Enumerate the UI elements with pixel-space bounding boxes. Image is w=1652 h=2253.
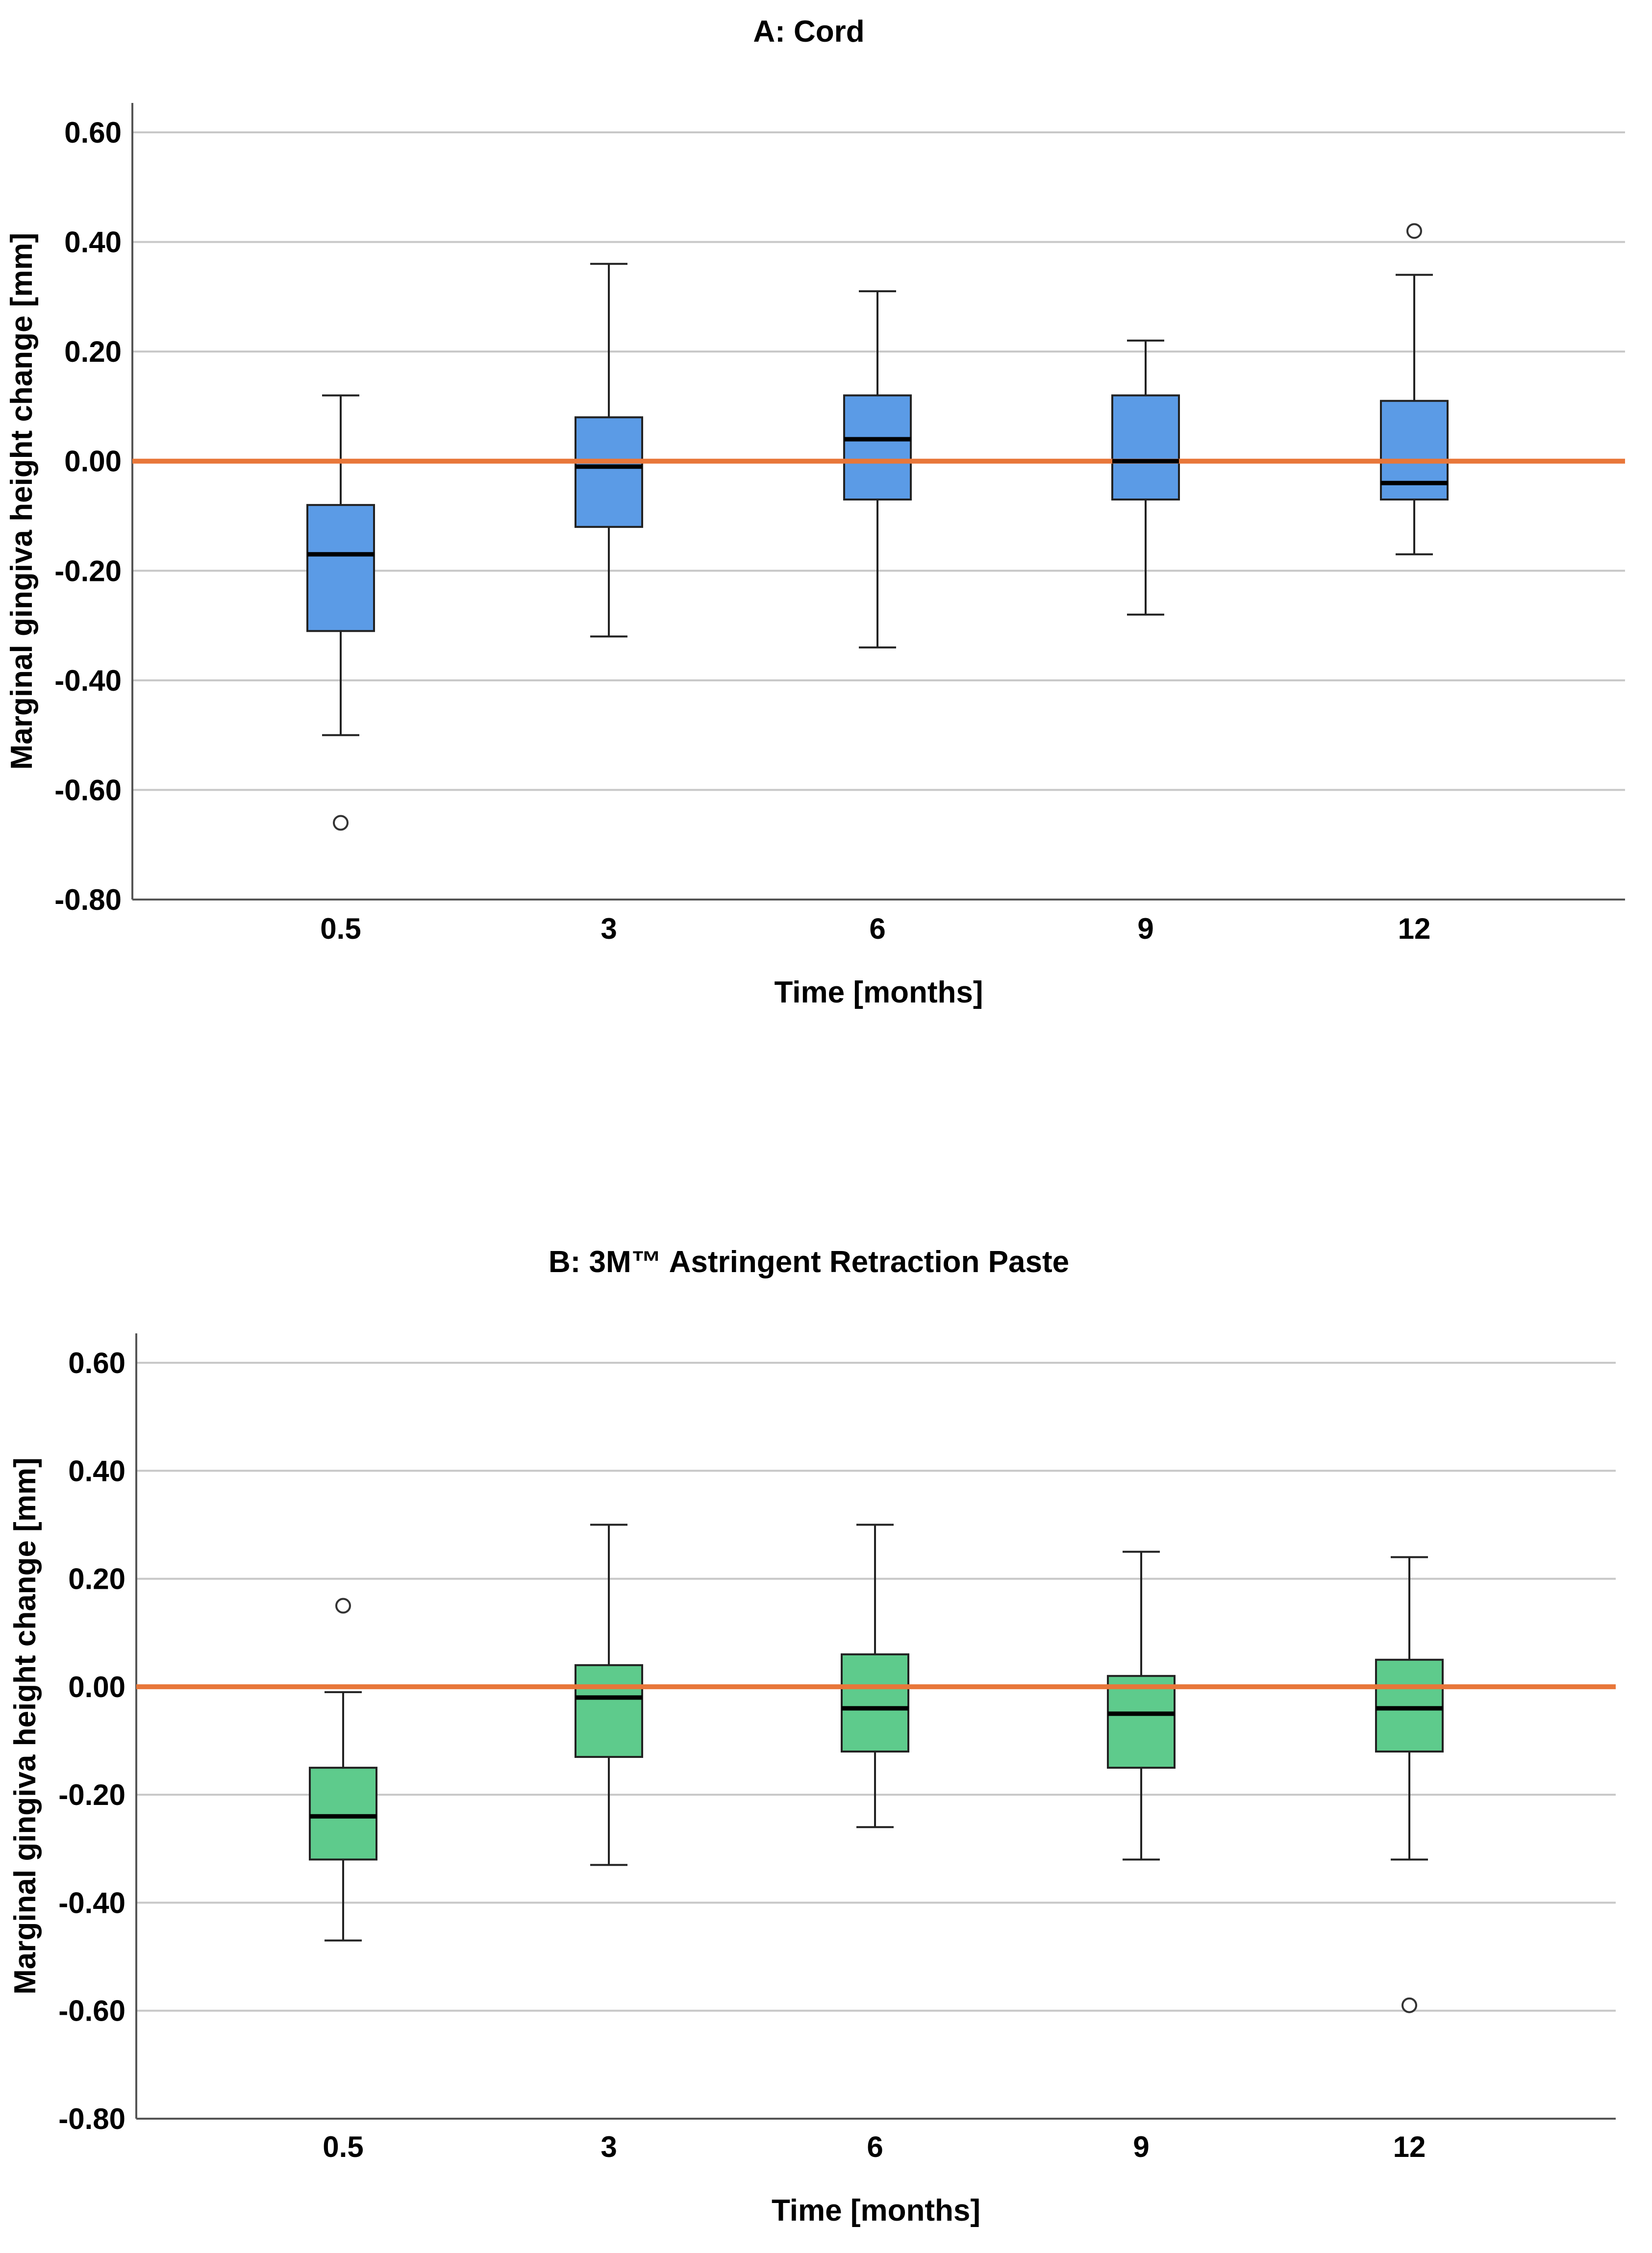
box-9: [1111, 339, 1180, 616]
y-tick-label: 0.60: [64, 116, 122, 149]
y-tick-label: -0.40: [58, 1886, 125, 1919]
iqr-box: [575, 416, 643, 528]
box-3: [575, 263, 643, 638]
x-tick-label: 9: [1133, 2130, 1149, 2163]
y-tick-label: 0.20: [68, 1563, 125, 1596]
iqr-box: [841, 1653, 909, 1753]
iqr-box: [1107, 1675, 1176, 1769]
x-tick-label: 0.5: [323, 2130, 363, 2163]
x-axis-label: Time [months]: [775, 976, 983, 1009]
x-tick-label: 0.5: [320, 912, 361, 945]
y-tick-label: -0.40: [54, 664, 122, 697]
chart-a-cord: A: Cord 0.60 0.40 0.20 0.00 -0.20 -0.40 -0.60 -0…: [5, 15, 1625, 1009]
y-tick-label: 0.20: [64, 335, 122, 368]
x-tick-label: 6: [869, 912, 885, 945]
iqr-box: [1111, 394, 1180, 501]
x-tick-label: 12: [1393, 2130, 1426, 2163]
y-tick-label: -0.80: [54, 883, 122, 916]
box-0_5: [306, 394, 375, 831]
y-tick-label: 0.00: [68, 1671, 125, 1703]
outlier-point: [333, 815, 349, 831]
y-tick-label: -0.60: [58, 1995, 125, 2028]
outlier-point: [335, 1598, 351, 1614]
box-0_5: [309, 1598, 377, 1942]
x-tick-label: 3: [601, 912, 617, 945]
y-tick-label: 0.40: [68, 1454, 125, 1487]
box-9: [1107, 1551, 1176, 1861]
y-tick-label: 0.00: [64, 445, 122, 478]
box-6: [841, 1524, 909, 1828]
box-12: [1375, 1556, 1444, 2013]
y-axis-label: Marginal gingiva height change [mm]: [8, 1457, 42, 1994]
y-tick-label: -0.60: [54, 774, 122, 806]
y-tick-label: 0.60: [68, 1347, 125, 1379]
y-axis-label: Marginal gingiva height change [mm]: [5, 233, 39, 770]
x-tick-label: 12: [1398, 912, 1431, 945]
box-12: [1380, 223, 1449, 555]
x-tick-label: 9: [1137, 912, 1153, 945]
y-tick-label: -0.20: [58, 1778, 125, 1811]
chart-title: B: 3M™ Astringent Retraction Paste: [549, 1245, 1069, 1279]
x-axis-label: Time [months]: [772, 2194, 980, 2228]
iqr-box: [575, 1664, 643, 1758]
outlier-point: [1402, 1997, 1417, 2013]
iqr-box: [306, 504, 375, 632]
chart-title: A: Cord: [753, 15, 864, 49]
iqr-box: [309, 1767, 377, 1861]
box-6: [843, 290, 912, 649]
box-3: [575, 1524, 643, 1866]
y-tick-label: -0.20: [54, 554, 122, 587]
outlier-point: [1406, 223, 1422, 239]
y-tick-label: -0.80: [58, 2103, 125, 2135]
iqr-box: [1375, 1658, 1444, 1753]
iqr-box: [843, 394, 912, 501]
x-tick-label: 6: [867, 2130, 883, 2163]
x-tick-label: 3: [601, 2130, 617, 2163]
y-tick-label: 0.40: [64, 226, 122, 259]
chart-b-paste: B: 3M™ Astringent Retraction Paste 0.60 0.…: [8, 1245, 1616, 2228]
